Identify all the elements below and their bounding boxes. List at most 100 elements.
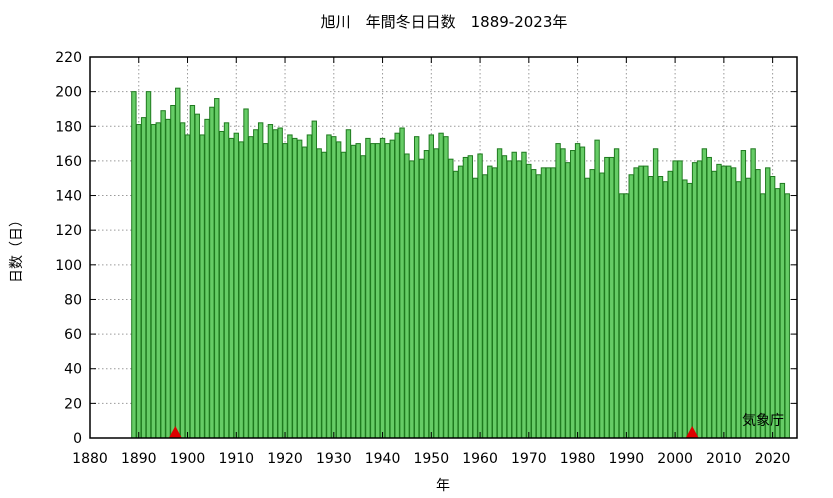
- x-tick-label: 2020: [755, 451, 791, 467]
- bar-2004: [691, 162, 698, 439]
- bar-1993: [638, 165, 644, 439]
- bar-1901: [189, 104, 196, 439]
- y-tick-label: 40: [64, 362, 82, 378]
- marker-triangle-1: [168, 426, 182, 438]
- x-tick-label: 1890: [121, 451, 157, 467]
- bar-2013: [735, 181, 742, 439]
- bar-1958: [467, 155, 474, 439]
- bar-1967: [511, 151, 517, 439]
- bar-1964: [496, 148, 503, 439]
- bar-1960: [477, 153, 483, 439]
- bar-1976: [555, 143, 561, 439]
- bar-1954: [448, 158, 454, 439]
- bar-2023: [784, 193, 790, 439]
- bar-1980: [574, 143, 581, 439]
- y-tick-label: 100: [55, 258, 82, 274]
- bar-1989: [618, 193, 625, 439]
- bar-1922: [292, 137, 298, 439]
- y-axis: 0 20 40 60 80 100 120 140 160 180 200 220: [55, 50, 797, 447]
- bar-1965: [501, 155, 508, 439]
- bar-1911: [238, 141, 244, 439]
- bar-2007: [706, 156, 712, 439]
- marker-triangle-2: [685, 426, 699, 438]
- bar-1996: [652, 148, 659, 439]
- bar-1961: [482, 174, 488, 439]
- bar-2020: [769, 176, 776, 439]
- bar-1891: [140, 117, 147, 439]
- bar-1947: [413, 136, 420, 439]
- bar-1928: [321, 151, 327, 439]
- bar-1904: [204, 118, 210, 439]
- bar-1912: [243, 108, 249, 439]
- bar-1968: [516, 160, 522, 439]
- bar-2009: [716, 163, 722, 439]
- bar-1999: [667, 170, 673, 439]
- bar-1978: [565, 162, 571, 439]
- bar-1918: [272, 129, 278, 439]
- y-tick-label: 160: [55, 154, 82, 170]
- bar-2016: [750, 148, 756, 439]
- bar-1957: [462, 156, 469, 439]
- bar-1900: [184, 134, 191, 439]
- bar-2006: [701, 148, 708, 439]
- bar-1939: [374, 143, 381, 439]
- bar-1938: [370, 143, 376, 439]
- y-tick-label: 120: [55, 223, 82, 239]
- bar-2021: [774, 188, 781, 439]
- bar-1916: [262, 143, 269, 439]
- bar-2010: [721, 165, 727, 439]
- bar-1924: [301, 146, 308, 439]
- bar-1919: [277, 127, 283, 439]
- bar-1936: [360, 155, 366, 439]
- bar-1959: [472, 177, 478, 439]
- bar-1942: [389, 139, 395, 439]
- bar-1908: [223, 122, 230, 439]
- bar-1990: [623, 193, 630, 439]
- bar-1986: [604, 156, 610, 439]
- x-tick-label: 1920: [267, 451, 303, 467]
- x-tick-label: 1970: [511, 451, 547, 467]
- bar-1956: [457, 165, 464, 439]
- x-tick-label: 1940: [365, 451, 401, 467]
- bar-1972: [535, 174, 542, 439]
- bar-1969: [521, 151, 527, 439]
- x-tick-label: 1990: [609, 451, 645, 467]
- bar-2005: [696, 160, 703, 439]
- bar-2002: [682, 179, 688, 439]
- bar-1934: [350, 144, 356, 439]
- markers: [168, 426, 699, 438]
- y-tick-label: 220: [55, 50, 82, 66]
- bar-1896: [165, 118, 171, 439]
- bar-1903: [199, 134, 205, 439]
- bar-1946: [409, 160, 415, 439]
- bar-1932: [340, 151, 347, 439]
- bar-1910: [233, 132, 239, 439]
- bar-2012: [730, 167, 737, 439]
- x-tick-label: 1880: [72, 451, 108, 467]
- bar-2017: [755, 169, 761, 439]
- bar-1998: [662, 181, 669, 439]
- bar-1913: [248, 136, 254, 439]
- bar-1909: [228, 137, 235, 439]
- bar-1952: [438, 132, 444, 439]
- chart-title: 旭川 年間冬日日数 1889-2023年: [321, 13, 568, 31]
- x-tick-label: 1960: [462, 451, 498, 467]
- x-tick-label: 1950: [413, 451, 449, 467]
- y-tick-label: 80: [64, 292, 82, 308]
- bar-1974: [545, 167, 552, 439]
- bar-1895: [160, 110, 166, 439]
- bar-1971: [531, 169, 537, 439]
- bar-1983: [589, 169, 595, 439]
- bar-1977: [560, 148, 566, 439]
- x-axis-label: 年: [436, 478, 450, 494]
- bar-1994: [643, 165, 649, 439]
- bar-1933: [345, 129, 352, 439]
- bar-1905: [209, 106, 215, 439]
- bar-1921: [287, 134, 293, 439]
- bar-1988: [613, 148, 620, 439]
- x-tick-label: 2000: [657, 451, 693, 467]
- bar-1937: [365, 137, 371, 439]
- bar-2003: [687, 182, 693, 439]
- bar-1940: [379, 137, 386, 439]
